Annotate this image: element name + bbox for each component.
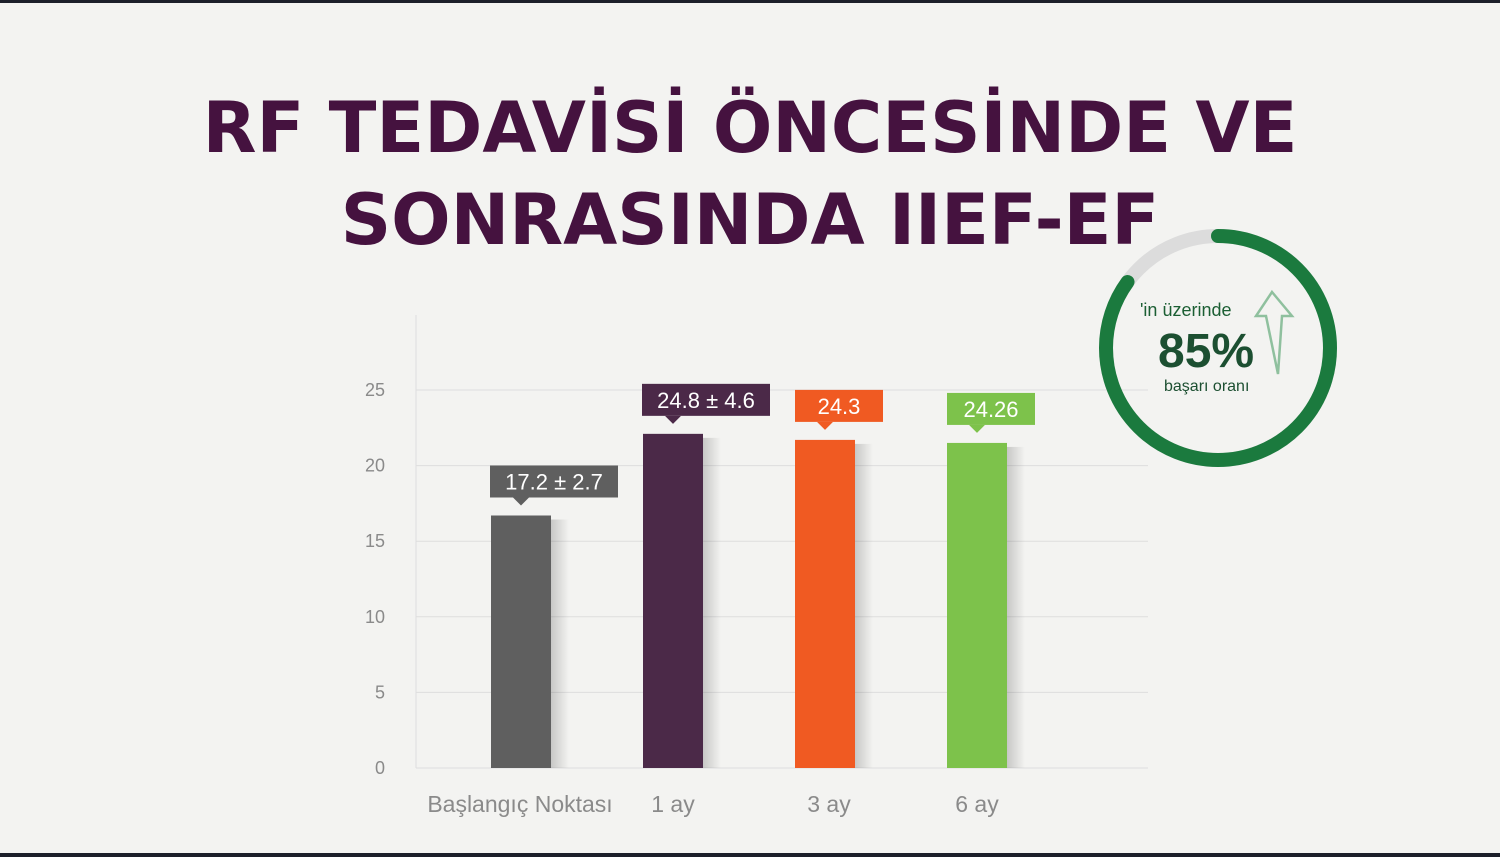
data-label: 24.3	[818, 394, 861, 419]
x-tick-label: 6 ay	[955, 791, 999, 817]
badge-percent: 85%	[1158, 325, 1255, 378]
progress-ring	[1099, 229, 1337, 467]
data-label-box	[795, 389, 883, 422]
data-label: 24.26	[963, 397, 1018, 422]
y-tick-label: 0	[375, 758, 385, 778]
data-label-pointer	[969, 424, 985, 433]
data-label-box	[642, 383, 770, 416]
title-line-2: SONRASINDA IIEF-EF	[340, 179, 1160, 261]
page-title: RF TEDAVİSİ ÖNCESİNDE VE SONRASINDA IIEF…	[0, 82, 1500, 266]
title-line-1: RF TEDAVİSİ ÖNCESİNDE VE	[202, 87, 1298, 169]
data-label-pointer	[665, 415, 681, 424]
bottom-border	[0, 853, 1500, 857]
data-label-pointer	[817, 421, 833, 430]
bar-shadow	[551, 519, 569, 768]
bar	[795, 439, 855, 768]
data-label-box	[490, 465, 618, 498]
success-rate-badge: 'in üzerinde 85% başarı oranı	[1096, 226, 1340, 470]
bar-shadow	[703, 437, 721, 768]
badge-top-text: 'in üzerinde	[1140, 300, 1232, 320]
y-tick-label: 10	[365, 607, 385, 627]
x-tick-label: 1 ay	[651, 791, 695, 817]
bar-shadow	[1007, 446, 1025, 768]
data-label-pointer	[513, 497, 529, 506]
bar	[947, 442, 1007, 768]
x-tick-label: Başlangıç Noktası	[427, 791, 612, 817]
badge-bottom-text: başarı oranı	[1164, 378, 1250, 395]
data-label: 17.2 ± 2.7	[505, 469, 603, 494]
y-tick-label: 25	[365, 380, 385, 400]
bar-shadow	[855, 443, 873, 768]
data-label: 24.8 ± 4.6	[657, 388, 755, 413]
progress-ring-fill	[1099, 229, 1337, 467]
y-tick-label: 15	[365, 531, 385, 551]
top-border	[0, 0, 1500, 3]
y-tick-label: 20	[365, 456, 385, 476]
bar	[491, 515, 551, 768]
y-tick-label: 5	[375, 682, 385, 702]
bar	[643, 433, 703, 768]
up-arrow-icon	[1253, 289, 1295, 375]
data-label-box	[947, 392, 1035, 425]
x-tick-label: 3 ay	[807, 791, 851, 817]
